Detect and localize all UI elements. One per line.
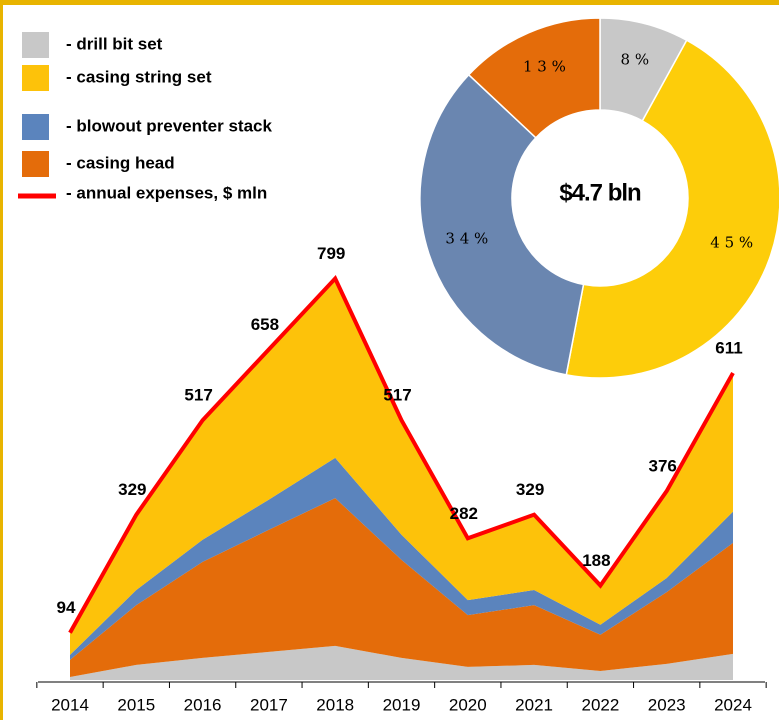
slice-label: 3 4 %: [445, 229, 488, 247]
slice-label: 8 %: [621, 50, 650, 68]
donut-chart: 8 % 4 5 % 3 4 % 1 3 % $4.7 bln: [419, 17, 779, 379]
left-border: [0, 0, 3, 720]
area-chart: 94 329 517 658 799 517 282 329 188 376 611 2014 2015…: [36, 244, 767, 714]
legend: - drill bit set - casing string set - blow…: [18, 32, 272, 202]
area-layer: [70, 498, 733, 677]
legend-label: - drill bit set: [66, 34, 163, 53]
data-label: 94: [57, 598, 76, 617]
data-label: 376: [649, 457, 677, 476]
legend-label: - blowout preventer stack: [66, 116, 272, 135]
x-tick-label: 2020: [449, 695, 487, 714]
legend-label: - casing string set: [66, 67, 212, 86]
donut-slice: [565, 39, 779, 379]
slice-label: 1 3 %: [523, 58, 566, 76]
data-label: 658: [251, 315, 279, 334]
legend-swatch: [22, 151, 49, 177]
donut-slice: [467, 17, 601, 139]
data-label: 329: [118, 480, 146, 499]
top-border: [0, 0, 779, 5]
x-tick-label: 2021: [515, 695, 553, 714]
x-tick-label: 2018: [316, 695, 354, 714]
x-tick-label: 2014: [51, 695, 89, 714]
slice-label: 4 5 %: [710, 233, 753, 251]
x-tick-label: 2016: [184, 695, 222, 714]
donut-slice: [419, 73, 585, 376]
legend-swatch: [22, 65, 49, 91]
data-label: 611: [715, 338, 742, 357]
area-layer: [70, 645, 733, 680]
area-layer: [70, 457, 733, 660]
x-tick-label: 2017: [250, 695, 288, 714]
data-label: 282: [450, 504, 478, 523]
x-tick-label: 2023: [648, 695, 686, 714]
total-line: [68, 274, 735, 634]
legend-swatch: [22, 114, 49, 140]
center-label: $4.7 bln: [559, 179, 641, 206]
data-label: 517: [184, 386, 212, 405]
data-label: 517: [383, 386, 411, 405]
area-layer: [70, 278, 733, 655]
legend-swatch: [22, 32, 49, 58]
legend-label: - casing head: [66, 153, 175, 172]
data-label: 188: [582, 551, 610, 570]
data-label: 329: [516, 480, 544, 499]
x-tick-label: 2015: [117, 695, 155, 714]
x-tick-label: 2022: [581, 695, 619, 714]
data-label: 799: [317, 244, 345, 263]
x-tick-label: 2019: [383, 695, 421, 714]
legend-label: - annual expenses, $ mln: [66, 183, 267, 202]
x-tick-label: 2024: [714, 695, 752, 714]
